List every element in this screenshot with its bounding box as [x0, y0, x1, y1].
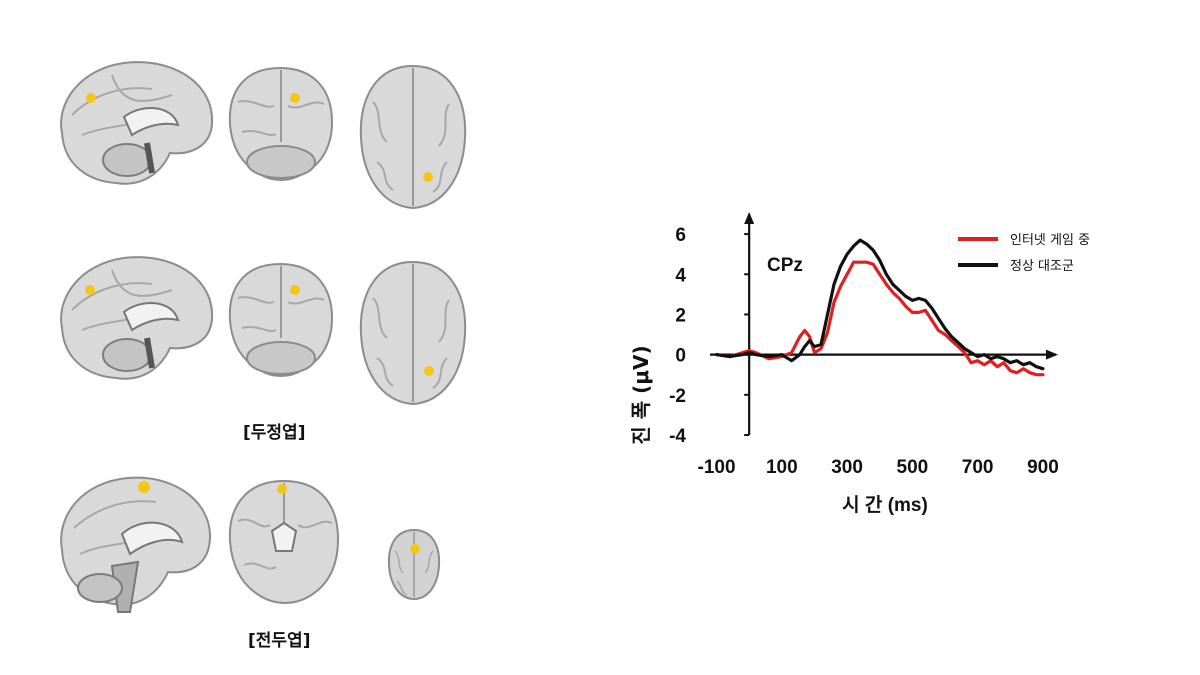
x-tick-label: 500	[897, 457, 929, 478]
y-tick-labels: 6 4 2 0 -2 -4	[669, 225, 686, 447]
legend-label: 정상 대조군	[1010, 259, 1074, 274]
legend-label: 인터넷 게임 중독군	[1010, 233, 1090, 248]
brain-axial-parietal-2	[353, 258, 473, 408]
brain-sagittal-frontal	[52, 470, 217, 615]
x-tick-label: 700	[962, 457, 994, 478]
activation-spot	[86, 93, 96, 103]
x-tick-labels: -100 100 300 500 700 900	[698, 457, 1059, 478]
y-tick-label: 2	[675, 305, 686, 326]
y-tick-label: 0	[675, 346, 686, 367]
y-tick-label: -4	[669, 426, 686, 447]
y-axis-label: 진 폭 (μV)	[629, 345, 653, 444]
x-axis-arrow	[1046, 349, 1058, 360]
y-tick-label: -2	[669, 386, 686, 407]
y-axis	[744, 212, 755, 436]
legend: 인터넷 게임 중독군정상 대조군	[958, 233, 1090, 274]
brain-coronal-parietal-2	[224, 258, 339, 383]
brain-coronal-parietal-1	[224, 62, 339, 187]
caption-parietal: [두정엽]	[243, 423, 306, 443]
x-axis-label: 시 간 (ms)	[842, 494, 928, 516]
x-tick-label: 900	[1027, 457, 1059, 478]
y-tick-label: 6	[675, 225, 686, 246]
brain-sagittal-parietal-1	[52, 55, 217, 190]
erp-chart: 6 4 2 0 -2 -4 -100 100 300 500 700 900 CPz 인터넷 게임 …	[629, 212, 1090, 516]
y-axis-arrow	[744, 212, 755, 224]
brain-coronal-frontal	[222, 475, 347, 610]
brain-axial-parietal-1	[353, 62, 473, 212]
series-line-control	[714, 238, 1045, 371]
series-lines	[714, 238, 1045, 377]
y-tick-label: 4	[675, 265, 686, 286]
brain-sagittal-parietal-2	[52, 250, 217, 385]
x-axis	[710, 349, 1058, 360]
brain-axial-frontal	[385, 527, 443, 602]
x-tick-label: 100	[766, 457, 798, 478]
caption-frontal: [전두엽]	[248, 631, 311, 651]
x-tick-label: -100	[698, 457, 736, 478]
x-tick-label: 300	[831, 457, 863, 478]
series-line-igd	[714, 260, 1045, 377]
electrode-label: CPz	[767, 255, 803, 276]
